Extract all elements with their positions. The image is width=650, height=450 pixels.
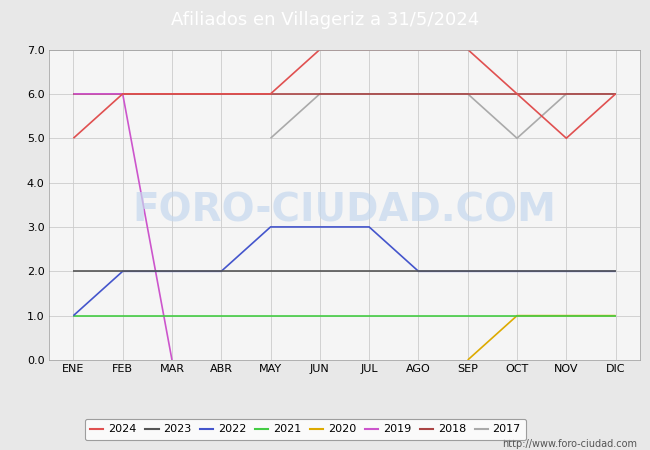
Legend: 2024, 2023, 2022, 2021, 2020, 2019, 2018, 2017: 2024, 2023, 2022, 2021, 2020, 2019, 2018… — [84, 419, 526, 440]
Text: Afiliados en Villageriz a 31/5/2024: Afiliados en Villageriz a 31/5/2024 — [171, 11, 479, 29]
Text: FORO-CIUDAD.COM: FORO-CIUDAD.COM — [133, 192, 556, 230]
Text: http://www.foro-ciudad.com: http://www.foro-ciudad.com — [502, 439, 637, 449]
